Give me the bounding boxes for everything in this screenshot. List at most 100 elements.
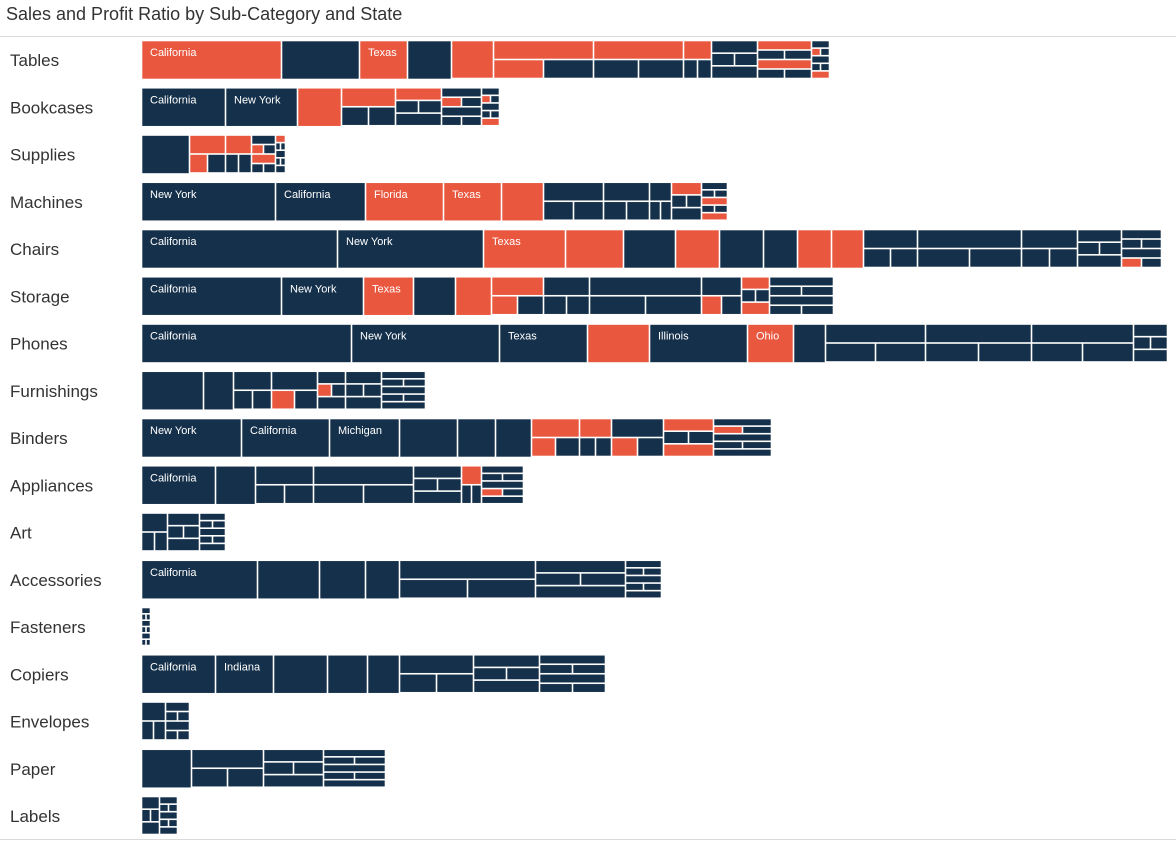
state-cell xyxy=(531,418,580,438)
state-cell xyxy=(467,579,536,599)
state-cell xyxy=(317,384,332,397)
category-label: Appliances xyxy=(10,476,93,495)
state-cell xyxy=(275,150,286,158)
state-cell xyxy=(645,295,702,315)
category-label: Furnishings xyxy=(10,382,98,401)
state-cell xyxy=(539,664,573,674)
state-cell xyxy=(345,371,382,384)
state-cell xyxy=(625,560,662,568)
state-block xyxy=(495,418,532,458)
state-block xyxy=(359,40,408,80)
state-cell xyxy=(154,532,168,551)
state-cell xyxy=(354,772,386,780)
state-cell xyxy=(969,248,1022,268)
state-cell xyxy=(625,590,662,599)
state-cell xyxy=(649,182,672,202)
state-cell xyxy=(820,63,830,71)
state-cell xyxy=(399,654,474,674)
state-block xyxy=(747,324,794,363)
state-cell xyxy=(481,110,491,118)
state-cell xyxy=(345,384,364,397)
state-cell xyxy=(638,59,684,79)
state-cell xyxy=(491,295,518,315)
state-block xyxy=(225,87,298,127)
state-block xyxy=(413,276,456,316)
state-label: Texas xyxy=(452,189,481,201)
state-cell xyxy=(825,343,876,362)
row-copiers: Copiers California Indiana xyxy=(10,654,606,694)
state-cell xyxy=(535,573,581,586)
state-cell xyxy=(611,437,638,457)
chart-title: Sales and Profit Ratio by Sub-Category a… xyxy=(6,4,403,24)
state-cell xyxy=(481,496,524,504)
category-label: Binders xyxy=(10,429,68,448)
state-cell xyxy=(275,142,281,151)
state-cell xyxy=(713,449,772,457)
state-cell xyxy=(141,532,155,551)
state-block xyxy=(215,654,274,694)
state-label: New York xyxy=(360,331,407,343)
state-label: Texas xyxy=(508,331,537,343)
state-cell xyxy=(399,579,468,599)
state-cell xyxy=(233,390,253,410)
category-label: Supplies xyxy=(10,146,75,165)
state-cell xyxy=(141,633,151,639)
state-cell xyxy=(1031,324,1134,343)
category-label: Art xyxy=(10,524,32,543)
state-label: New York xyxy=(346,236,393,248)
state-block xyxy=(141,749,192,789)
state-cell xyxy=(686,195,702,208)
state-cell xyxy=(1121,248,1162,258)
state-cell xyxy=(275,135,286,143)
row-machines: Machines New York California Florida Texas xyxy=(10,182,728,222)
state-cell xyxy=(535,585,626,599)
state-cell xyxy=(141,607,151,614)
row-art: Art xyxy=(10,513,226,551)
state-cell xyxy=(317,396,346,410)
state-cell xyxy=(461,484,472,504)
state-label: California xyxy=(150,567,197,579)
state-cell xyxy=(177,730,190,740)
state-cell xyxy=(461,465,482,485)
state-block xyxy=(275,182,366,222)
category-label: Tables xyxy=(10,51,59,70)
state-block xyxy=(351,324,500,363)
state-block xyxy=(141,276,282,316)
state-cell xyxy=(637,437,664,457)
state-cell xyxy=(189,154,208,173)
state-cell xyxy=(801,286,834,296)
state-cell xyxy=(271,371,318,391)
state-label: California xyxy=(250,425,297,437)
state-cell xyxy=(280,158,286,166)
state-cell xyxy=(403,394,426,402)
state-cell xyxy=(1121,258,1142,268)
state-label: California xyxy=(284,189,331,201)
state-cell xyxy=(493,40,594,60)
state-cell xyxy=(741,302,770,315)
state-cell xyxy=(159,796,178,804)
state-cell xyxy=(381,371,426,379)
category-label: Phones xyxy=(10,335,68,354)
state-cell xyxy=(769,286,802,296)
state-cell xyxy=(978,343,1032,362)
state-cell xyxy=(671,182,702,195)
state-cell xyxy=(502,473,524,481)
state-cell xyxy=(917,248,970,268)
state-cell xyxy=(225,135,252,154)
state-cell xyxy=(263,144,276,154)
state-cell xyxy=(925,324,1032,343)
category-label: Paper xyxy=(10,760,56,779)
row-furnishings: Furnishings xyxy=(10,371,426,411)
state-cell xyxy=(313,465,414,485)
state-cell xyxy=(1021,248,1050,268)
state-cell xyxy=(207,154,226,173)
state-cell xyxy=(413,491,462,504)
state-cell xyxy=(863,229,918,249)
state-cell xyxy=(572,683,606,693)
row-storage: Storage California New York Texas xyxy=(10,276,834,316)
state-cell xyxy=(473,667,507,680)
state-label: New York xyxy=(150,425,197,437)
state-cell xyxy=(323,764,386,772)
state-cell xyxy=(481,481,524,489)
